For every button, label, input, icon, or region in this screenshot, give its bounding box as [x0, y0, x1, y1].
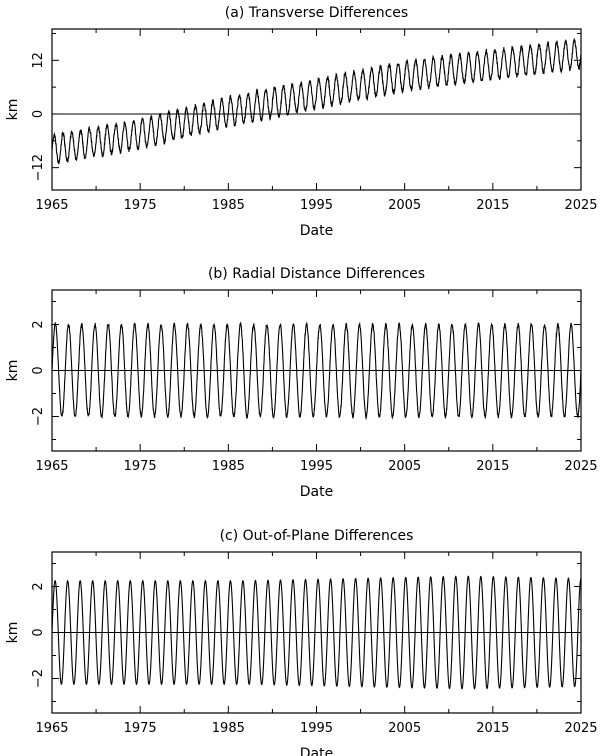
x-tick-label: 1975: [124, 198, 157, 213]
x-tick-label: 2015: [476, 721, 509, 736]
y-tick-label: −12: [31, 154, 46, 181]
y-tick-label: 12: [31, 52, 46, 69]
y-axis-label: km: [5, 622, 21, 644]
y-tick-label: −2: [31, 669, 46, 688]
data-series-line: [52, 37, 581, 165]
chart-panel-3: (c) Out-of-Plane Differences 1965 1975 1985…: [5, 528, 598, 756]
x-axis-label: Date: [300, 746, 333, 756]
chart-title: (b) Radial Distance Differences: [208, 266, 425, 282]
x-tick-label: 1985: [212, 721, 245, 736]
x-axis-label: Date: [300, 484, 333, 500]
plot-frame: [51, 28, 582, 191]
data-series-line: [52, 321, 581, 420]
y-tick-label: 0: [31, 628, 46, 636]
x-tick-label: 2015: [476, 459, 509, 474]
x-tick-label: 1975: [124, 459, 157, 474]
y-axis-label: km: [5, 360, 21, 382]
y-tick-label: 2: [31, 320, 46, 328]
chart-panel-2: (b) Radial Distance Differences 1965 1975 1…: [5, 266, 598, 500]
chart-title: (a) Transverse Differences: [225, 5, 408, 21]
x-tick-label: 2005: [388, 459, 421, 474]
x-tick-label: 1985: [212, 198, 245, 213]
x-tick-label: 2005: [388, 721, 421, 736]
x-tick-label: 2015: [476, 198, 509, 213]
y-axis-label: km: [5, 99, 21, 121]
y-tick-label: 0: [31, 110, 46, 118]
x-tick-label: 2025: [564, 198, 597, 213]
x-tick-label: 1985: [212, 459, 245, 474]
x-tick-label: 1965: [35, 459, 68, 474]
x-tick-label: 1975: [124, 721, 157, 736]
data-series-line: [52, 575, 581, 690]
y-tick-label: 2: [31, 582, 46, 590]
x-tick-label: 2005: [388, 198, 421, 213]
x-tick-label: 1995: [300, 721, 333, 736]
x-tick-label: 1965: [35, 198, 68, 213]
chart-title: (c) Out-of-Plane Differences: [220, 528, 414, 544]
chart-panel-1: (a) Transverse Differences 1965 1975 1985 19…: [5, 5, 598, 239]
x-tick-label: 2025: [564, 721, 597, 736]
y-tick-label: −2: [31, 407, 46, 426]
x-axis-label: Date: [300, 223, 333, 239]
x-tick-label: 1995: [300, 198, 333, 213]
x-tick-label: 2025: [564, 459, 597, 474]
x-tick-label: 1965: [35, 721, 68, 736]
x-tick-label: 1995: [300, 459, 333, 474]
y-tick-label: 0: [31, 366, 46, 374]
